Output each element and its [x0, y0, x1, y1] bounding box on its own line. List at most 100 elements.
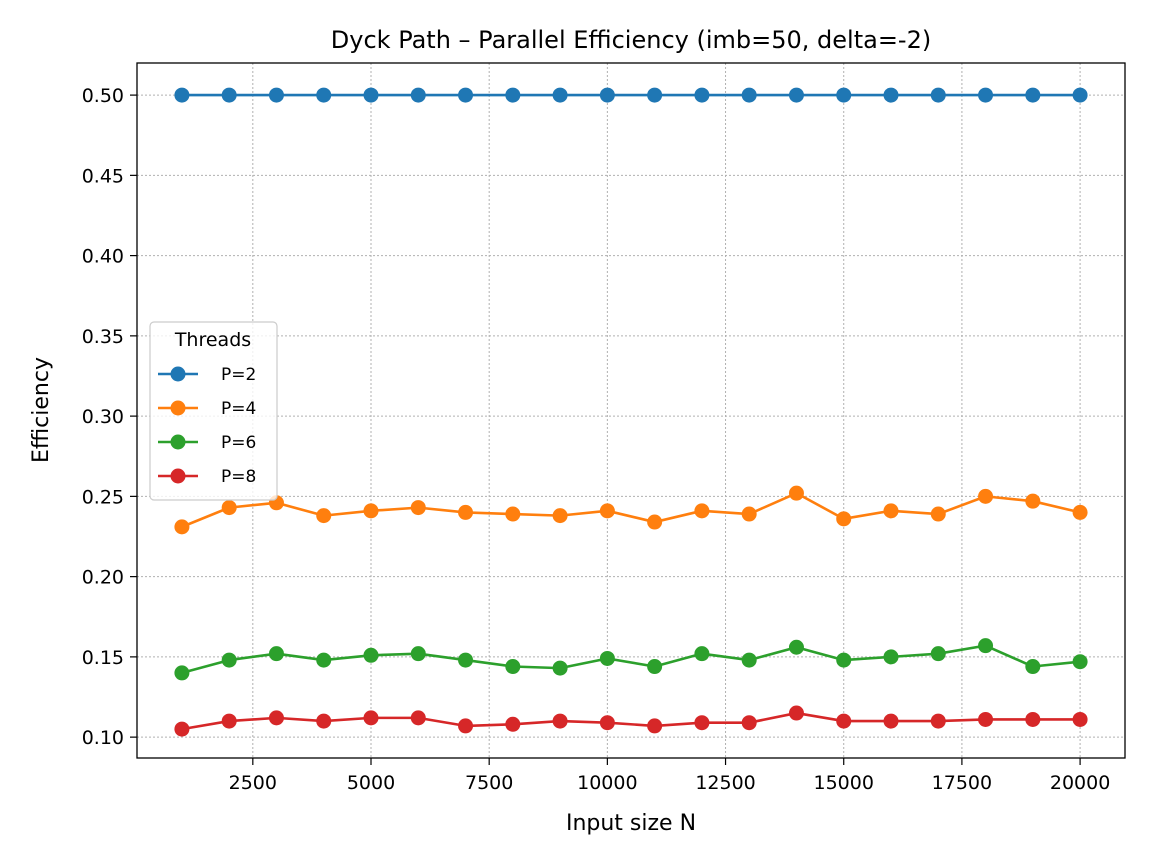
data-point: [552, 660, 568, 676]
legend-label: P=2: [221, 365, 256, 385]
data-point: [883, 713, 899, 729]
data-point: [978, 488, 994, 504]
data-point: [410, 646, 426, 662]
data-point: [268, 646, 284, 662]
data-point: [978, 638, 994, 654]
data-point: [221, 652, 237, 668]
data-point: [1072, 654, 1088, 670]
data-point: [741, 715, 757, 731]
legend-label: P=4: [221, 399, 256, 419]
data-point: [788, 87, 804, 103]
y-axis-title: Efficiency: [29, 357, 54, 463]
data-point: [410, 710, 426, 726]
data-point: [694, 646, 710, 662]
data-point: [1072, 87, 1088, 103]
legend-item: P=4: [158, 399, 256, 419]
data-point: [647, 514, 663, 530]
data-point: [836, 87, 852, 103]
data-point: [647, 87, 663, 103]
data-point: [363, 503, 379, 519]
data-point: [174, 665, 190, 681]
data-point: [316, 713, 332, 729]
y-tick-label: 0.50: [82, 85, 124, 107]
series-p-6: [174, 638, 1088, 681]
data-point: [599, 715, 615, 731]
plot-series: [174, 87, 1088, 737]
series-line: [181, 644, 1081, 675]
data-point: [552, 87, 568, 103]
data-point: [930, 87, 946, 103]
data-point: [978, 87, 994, 103]
data-point: [1072, 711, 1088, 727]
data-point: [741, 652, 757, 668]
data-point: [174, 721, 190, 737]
data-point: [788, 639, 804, 655]
y-tick-label: 0.10: [82, 727, 124, 749]
data-point: [363, 647, 379, 663]
x-tick-label: 7500: [465, 772, 513, 794]
legend-marker: [170, 468, 186, 484]
data-point: [930, 506, 946, 522]
data-point: [930, 713, 946, 729]
data-point: [836, 713, 852, 729]
data-point: [1025, 493, 1041, 509]
data-point: [221, 713, 237, 729]
data-point: [174, 87, 190, 103]
data-point: [836, 511, 852, 527]
data-point: [1072, 504, 1088, 520]
data-point: [221, 87, 237, 103]
legend-marker: [170, 366, 186, 382]
data-point: [883, 649, 899, 665]
data-point: [458, 87, 474, 103]
data-point: [552, 713, 568, 729]
plot-frame: [136, 62, 1126, 759]
data-point: [836, 652, 852, 668]
data-point: [316, 87, 332, 103]
data-point: [363, 87, 379, 103]
data-point: [930, 646, 946, 662]
x-axis-title: Input size N: [566, 811, 696, 836]
series-p-8: [174, 705, 1088, 737]
series-p-4: [174, 485, 1088, 535]
x-tick-label: 10000: [577, 772, 637, 794]
data-point: [316, 652, 332, 668]
data-point: [741, 506, 757, 522]
data-point: [1025, 87, 1041, 103]
data-point: [599, 87, 615, 103]
data-point: [505, 506, 521, 522]
series-line: [181, 491, 1081, 529]
x-tick-label: 2500: [229, 772, 277, 794]
data-point: [788, 705, 804, 721]
data-point: [599, 650, 615, 666]
x-tick-label: 20000: [1050, 772, 1110, 794]
x-tick-label: 15000: [814, 772, 874, 794]
legend-marker: [170, 400, 186, 416]
data-point: [221, 500, 237, 516]
legend-item: P=2: [158, 365, 256, 385]
y-tick-label: 0.40: [82, 246, 124, 268]
data-point: [505, 716, 521, 732]
data-point: [883, 87, 899, 103]
x-tick-label: 5000: [347, 772, 395, 794]
legend: Threads P=2 P=4 P=6 P=8: [149, 321, 278, 501]
data-point: [647, 659, 663, 675]
legend-box: [149, 321, 278, 501]
data-point: [694, 503, 710, 519]
data-point: [174, 519, 190, 535]
data-point: [268, 710, 284, 726]
legend-item: P=6: [158, 433, 256, 453]
axis-ticks: 2500 5000 7500 10000 12500 15000 17500 20000 0.1…: [82, 85, 1111, 794]
data-point: [458, 504, 474, 520]
chart-title: Dyck Path – Parallel Efficiency (imb=50,…: [331, 26, 931, 54]
legend-label: P=8: [221, 467, 256, 487]
x-tick-label: 17500: [932, 772, 992, 794]
data-point: [552, 508, 568, 524]
data-point: [1025, 659, 1041, 675]
y-tick-label: 0.35: [82, 326, 124, 348]
legend-marker: [170, 434, 186, 450]
data-point: [883, 503, 899, 519]
data-point: [316, 508, 332, 524]
data-point: [505, 659, 521, 675]
legend-label: P=6: [221, 433, 256, 453]
